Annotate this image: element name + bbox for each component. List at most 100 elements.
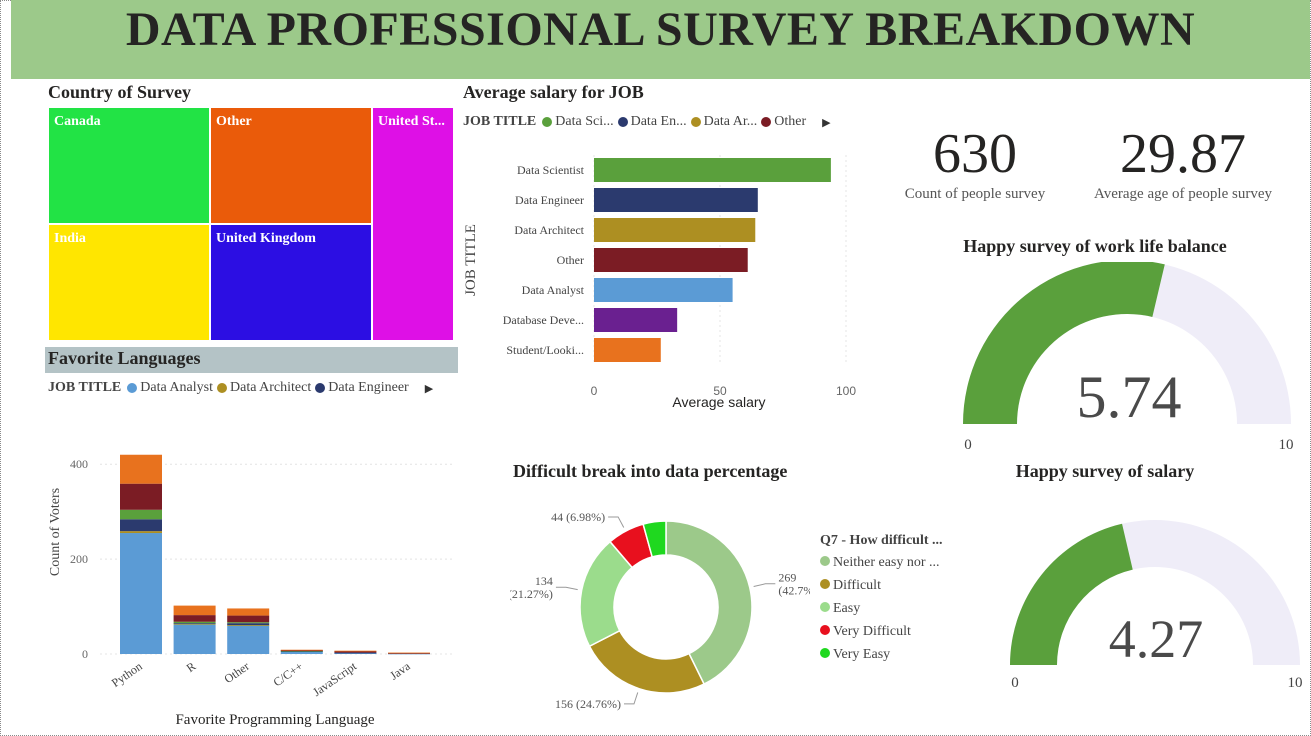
gauge-value: 5.74 bbox=[1077, 364, 1182, 430]
gauge-value: 4.27 bbox=[1109, 609, 1204, 669]
treemap-tile-india[interactable]: India bbox=[48, 224, 210, 341]
salary-category-label: Database Deve... bbox=[503, 313, 584, 327]
salary-chart-title: Average salary for JOB bbox=[463, 82, 644, 102]
legend-item-very-easy[interactable]: Very Easy bbox=[820, 647, 943, 663]
languages-bar-java-segment[interactable] bbox=[388, 652, 430, 654]
favorite-languages-title: Favorite Languages bbox=[48, 348, 201, 368]
languages-bar-r-segment[interactable] bbox=[173, 621, 216, 624]
languages-bar-other-segment[interactable] bbox=[227, 608, 270, 616]
languages-bar-javascript-segment[interactable] bbox=[334, 651, 377, 653]
legend-next-arrow-icon[interactable]: ▶ bbox=[424, 382, 434, 395]
donut-slice-neither-easy-nor[interactable] bbox=[665, 520, 753, 686]
legend-dot bbox=[761, 117, 772, 127]
legend-item-other[interactable]: Other bbox=[761, 114, 806, 130]
page-title: DATA PROFESSIONAL SURVEY BREAKDOWN bbox=[125, 3, 1196, 56]
legend-dot bbox=[617, 117, 628, 127]
legend-item-data-analyst[interactable]: Data Analyst bbox=[127, 380, 213, 396]
languages-bar-python-segment[interactable] bbox=[120, 509, 162, 520]
languages-bar-r-segment[interactable] bbox=[173, 605, 216, 616]
languages-bar-other-segment[interactable] bbox=[227, 625, 270, 654]
gauge-min-label: 0 bbox=[1011, 675, 1019, 691]
languages-bar-python-segment[interactable] bbox=[120, 533, 162, 654]
languages-category-label: JavaScript bbox=[310, 659, 360, 700]
languages-y-tick: 200 bbox=[70, 552, 88, 566]
salary-bar-chart: Data Scientist Data Engineer Data Architec… bbox=[463, 155, 856, 410]
legend-item-data-scientist[interactable]: Data Sci... bbox=[542, 114, 614, 130]
languages-bar-other-segment[interactable] bbox=[227, 625, 270, 626]
languages-bar-python-segment[interactable] bbox=[120, 519, 162, 532]
work-life-balance-gauge: 5.74 0 10 bbox=[963, 262, 1294, 453]
difficulty-chart-title: Difficult break into data percentage bbox=[513, 461, 788, 481]
donut-data-label: (42.7%) bbox=[778, 583, 810, 597]
treemap-tile-other[interactable]: Other bbox=[210, 107, 372, 224]
languages-bar-r-segment[interactable] bbox=[173, 623, 216, 625]
treemap-tile-canada[interactable]: Canada bbox=[48, 107, 210, 224]
salary-legend-title: JOB TITLE bbox=[463, 114, 537, 129]
languages-bar-other-segment[interactable] bbox=[227, 622, 270, 624]
salary-gauge-title: Happy survey of salary bbox=[1015, 461, 1195, 481]
salary-bar-data-architect[interactable] bbox=[594, 218, 756, 242]
legend-next-arrow-icon[interactable]: ▶ bbox=[822, 116, 831, 129]
languages-bar-c-c-segment[interactable] bbox=[280, 651, 323, 652]
legend-item-data-engineer[interactable]: Data Engineer bbox=[315, 380, 409, 396]
count-card-value: 630 bbox=[933, 123, 1017, 185]
count-card: 630 Count of people survey bbox=[870, 122, 1080, 203]
title-banner: DATA PROFESSIONAL SURVEY BREAKDOWN bbox=[11, 0, 1310, 79]
languages-bar-python-segment[interactable] bbox=[120, 454, 162, 484]
donut-data-label: (21.27%) bbox=[510, 587, 553, 601]
salary-category-label: Data Architect bbox=[514, 223, 584, 237]
languages-bar-python-segment[interactable] bbox=[120, 483, 162, 510]
languages-y-axis-title: Count of Voters bbox=[48, 488, 63, 576]
salary-bar-data-engineer[interactable] bbox=[594, 188, 758, 212]
languages-bar-javascript-segment[interactable] bbox=[334, 652, 377, 654]
salary-category-label: Data Analyst bbox=[522, 283, 585, 297]
languages-bar-other-segment[interactable] bbox=[227, 623, 270, 626]
salary-bar-data-analyst[interactable] bbox=[594, 278, 733, 302]
legend-item-easy[interactable]: Easy bbox=[820, 601, 943, 617]
legend-dot bbox=[542, 117, 553, 127]
languages-bar-other-segment[interactable] bbox=[227, 615, 270, 623]
languages-bar-c-c-segment[interactable] bbox=[280, 651, 323, 654]
salary-bar-other[interactable] bbox=[594, 248, 748, 272]
difficulty-legend: Q7 - How difficult ... Neither easy nor … bbox=[820, 533, 943, 663]
gauge-max-label: 10 bbox=[1288, 675, 1303, 691]
languages-x-axis-title: Favorite Programming Language bbox=[175, 712, 374, 728]
salary-category-label: Other bbox=[557, 253, 584, 267]
legend-item-data-engineer[interactable]: Data En... bbox=[617, 114, 687, 130]
salary-bar-student-looki[interactable] bbox=[594, 338, 661, 362]
gauge-fill[interactable] bbox=[963, 262, 1165, 424]
donut-slice-very-easy[interactable] bbox=[642, 520, 667, 558]
donut-leader-line bbox=[623, 692, 639, 705]
gauge-fill[interactable] bbox=[1010, 523, 1133, 665]
languages-category-label: Other bbox=[222, 659, 252, 686]
donut-slice-difficult[interactable] bbox=[588, 629, 706, 694]
languages-bar-javascript-segment[interactable] bbox=[334, 650, 377, 652]
country-treemap: Canada Other United St... India United K… bbox=[48, 107, 454, 341]
treemap-tile-united-kingdom[interactable]: United Kingdom bbox=[210, 224, 372, 341]
languages-bar-c-c-segment[interactable] bbox=[280, 650, 323, 652]
languages-bar-java-segment[interactable] bbox=[388, 653, 430, 654]
legend-item-data-architect[interactable]: Data Ar... bbox=[690, 114, 757, 130]
languages-category-label: Python bbox=[109, 659, 145, 690]
salary-bar-database-deve[interactable] bbox=[594, 308, 678, 332]
gauge-min-label: 0 bbox=[964, 437, 972, 453]
languages-bar-c-c-segment[interactable] bbox=[280, 650, 323, 652]
languages-bar-javascript-segment[interactable] bbox=[334, 653, 377, 654]
salary-x-axis-title: Average salary bbox=[672, 394, 765, 410]
treemap-tile-united-states[interactable]: United St... bbox=[372, 107, 454, 341]
languages-bar-c-c-segment[interactable] bbox=[280, 649, 323, 651]
legend-item-data-architect[interactable]: Data Architect bbox=[217, 380, 311, 396]
languages-bar-java-segment[interactable] bbox=[388, 653, 430, 655]
salary-bar-data-scientist[interactable] bbox=[594, 158, 831, 182]
languages-bar-python-segment[interactable] bbox=[120, 531, 162, 534]
salary-x-tick: 100 bbox=[836, 384, 856, 398]
languages-bar-r-segment[interactable] bbox=[173, 615, 216, 622]
languages-bar-r-segment[interactable] bbox=[173, 624, 216, 654]
languages-legend: JOB TITLE Data Analyst Data Architect Da… bbox=[48, 380, 433, 396]
languages-bar-r-segment[interactable] bbox=[173, 623, 216, 624]
legend-item-neither[interactable]: Neither easy nor ... bbox=[820, 555, 943, 571]
donut-data-label: 269 bbox=[778, 570, 796, 584]
legend-item-difficult[interactable]: Difficult bbox=[820, 578, 943, 594]
legend-item-very-difficult[interactable]: Very Difficult bbox=[820, 624, 943, 640]
